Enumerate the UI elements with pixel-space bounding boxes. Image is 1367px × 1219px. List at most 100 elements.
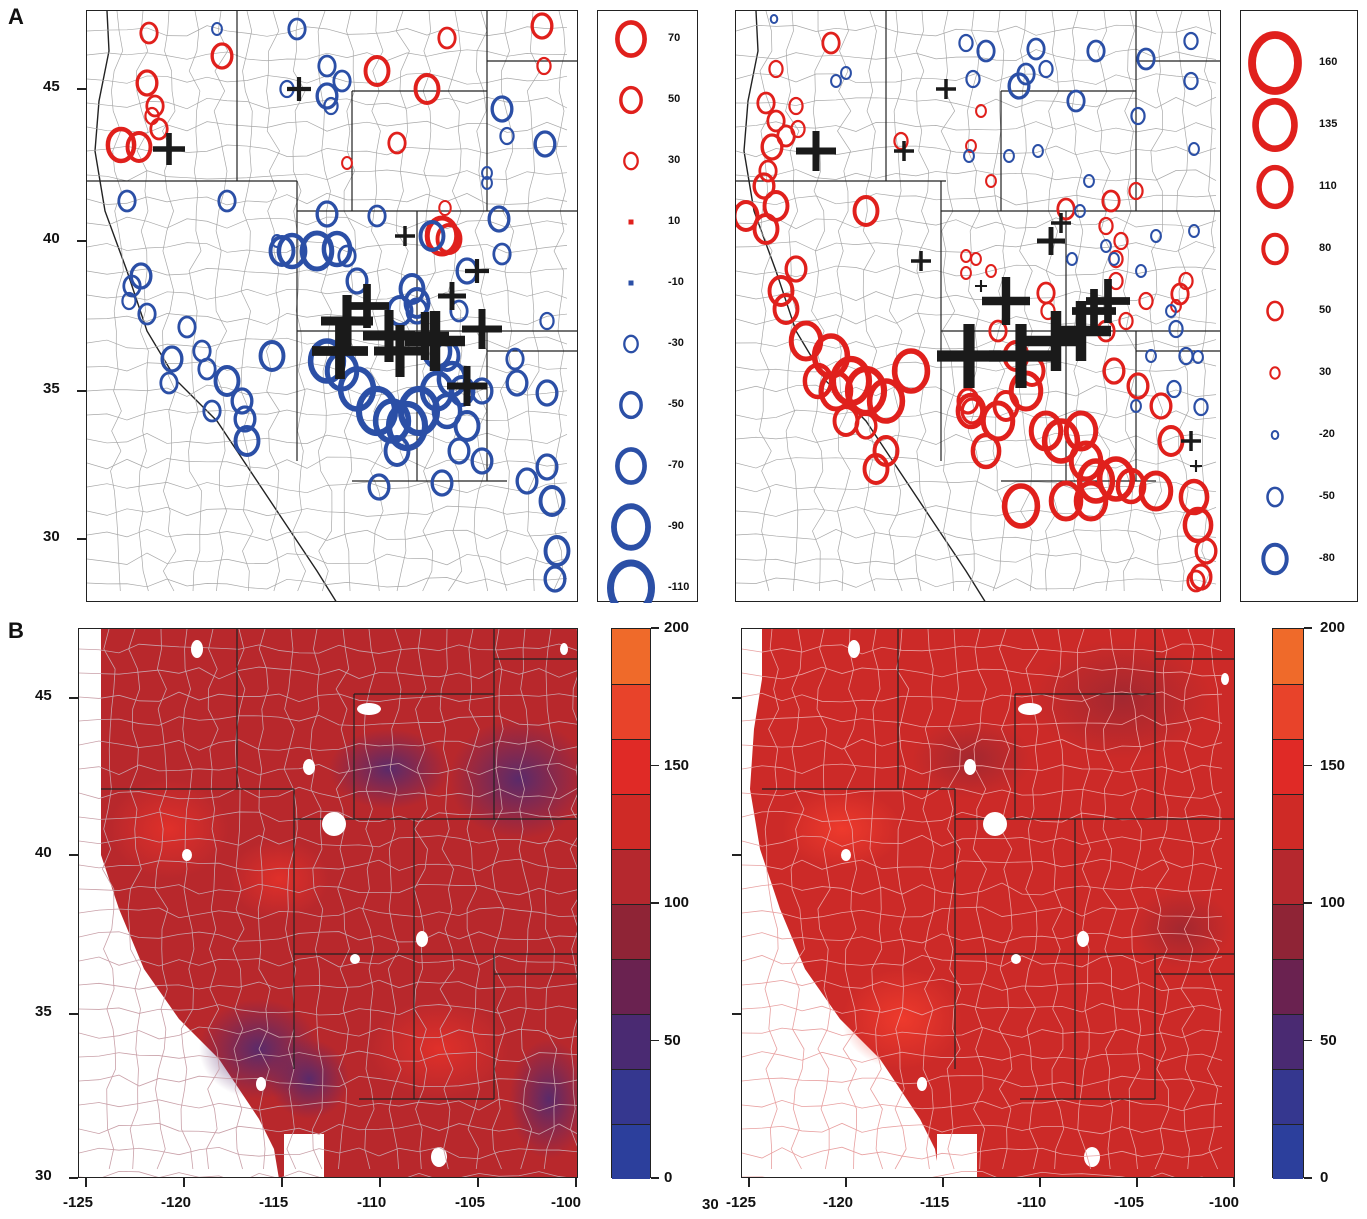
colorbar-segment <box>612 959 650 1014</box>
colorbar-label: 200 <box>1320 619 1346 636</box>
blue-circle <box>1166 379 1182 399</box>
red-circle <box>1098 216 1114 236</box>
colorbar-segment <box>1273 1124 1303 1179</box>
colorbar-tick <box>651 764 659 766</box>
legend-a-right-symbols <box>1248 31 1302 576</box>
b-right-xtick-mark <box>942 1178 944 1187</box>
red-circle <box>1128 181 1144 201</box>
colorbar-label: 0 <box>1320 1169 1329 1186</box>
red-circle <box>1186 569 1206 593</box>
panel-label-a: A <box>8 4 24 29</box>
blue-circle <box>129 262 153 290</box>
red-circle <box>756 91 776 115</box>
red-circle <box>424 215 460 257</box>
blue-circle <box>965 69 981 89</box>
black-cross <box>447 366 487 406</box>
colorbar-segment <box>612 1014 650 1069</box>
red-circle <box>1118 311 1134 331</box>
black-cross <box>405 311 465 371</box>
b-left-ytick-35: 35 <box>35 1003 52 1020</box>
red-circle <box>1056 197 1076 221</box>
blue-circle <box>490 95 514 123</box>
blue-circle <box>1038 59 1054 79</box>
legend-swatch <box>1261 542 1289 576</box>
blue-circle <box>449 299 469 323</box>
map-b-right-canvas <box>742 629 1234 1177</box>
red-circle <box>1096 456 1136 502</box>
blue-circle <box>487 205 511 233</box>
red-circle <box>866 378 906 424</box>
red-circle <box>992 390 1020 422</box>
legend-swatch <box>615 447 647 485</box>
colorbar-tick <box>651 1039 659 1041</box>
blue-circle <box>321 230 353 268</box>
map-b-left <box>78 628 578 1178</box>
red-circle <box>341 156 353 170</box>
blue-circle <box>233 405 257 433</box>
blue-circle <box>1165 304 1177 318</box>
black-cross <box>1051 213 1071 233</box>
blue-circle <box>1074 204 1086 218</box>
red-circle <box>893 131 909 151</box>
legend-label: -80 <box>1319 552 1335 564</box>
blue-circle <box>470 377 494 405</box>
legend-label: 80 <box>1319 242 1332 254</box>
red-circle <box>980 400 1016 442</box>
a-left-ytick-mark <box>77 240 86 242</box>
red-circle <box>760 133 784 161</box>
colorbar-segment <box>612 1069 650 1124</box>
colorbar-label: 150 <box>1320 756 1346 774</box>
colorbar-tick <box>1304 1177 1312 1179</box>
legend-swatch <box>1269 366 1281 380</box>
blue-circle <box>230 387 254 415</box>
blue-circle <box>337 244 357 268</box>
colorbar-segment <box>1273 959 1303 1014</box>
b-right-xtick-100: -100 <box>1209 1194 1240 1211</box>
a-left-ytick-40: 40 <box>43 230 60 247</box>
black-cross <box>312 323 368 379</box>
red-circle <box>752 172 776 200</box>
blue-circle <box>431 392 463 430</box>
blue-circle <box>1016 62 1036 86</box>
legend-label: 50 <box>668 93 681 105</box>
a-left-ytick-30: 30 <box>43 528 60 545</box>
black-cross <box>1190 460 1202 472</box>
red-circle <box>363 55 391 87</box>
colorbar-b-right <box>1272 628 1304 1179</box>
legend-swatch <box>623 334 639 354</box>
black-cross <box>989 324 1053 388</box>
colorbar-segment <box>612 684 650 739</box>
red-circle <box>1138 291 1154 311</box>
blue-circle <box>211 22 223 36</box>
red-circle <box>437 26 457 50</box>
blue-circle <box>1183 71 1199 91</box>
blue-circle <box>958 33 974 53</box>
red-circle <box>1101 189 1121 213</box>
blue-circle <box>1145 349 1157 363</box>
blue-circle <box>499 126 515 146</box>
black-cross <box>321 295 373 347</box>
legend-swatch <box>1256 164 1294 210</box>
b-left-xtick-mark <box>183 1178 185 1187</box>
b-left-xtick-mark <box>575 1178 577 1187</box>
blue-circle <box>323 96 339 116</box>
map-a-left <box>86 10 578 602</box>
red-circle <box>752 213 780 245</box>
blue-circle <box>315 82 339 110</box>
legend-a-left: 70 50 30 10 -10 -30 -50 -70 -90 -110 <box>597 10 698 603</box>
b-right-ytick-30: 30 <box>702 1196 719 1213</box>
red-circle <box>788 96 804 116</box>
blue-circle <box>535 379 559 407</box>
blue-circle <box>1086 39 1106 63</box>
blue-circle <box>481 176 493 190</box>
b-left-xtick-105: -105 <box>455 1194 486 1211</box>
colorbar-segment <box>1273 1014 1303 1069</box>
b-left-xtick-mark <box>85 1178 87 1187</box>
blue-circle <box>405 297 429 325</box>
map-a-left-canvas <box>87 11 577 601</box>
blue-circle <box>1183 31 1199 51</box>
legend-a-right: 160 135 110 80 50 30 -20 -50 -80 <box>1240 10 1358 602</box>
red-circle <box>387 131 407 155</box>
blue-circle <box>202 399 222 423</box>
b-right-xtick-125: -125 <box>726 1194 757 1211</box>
